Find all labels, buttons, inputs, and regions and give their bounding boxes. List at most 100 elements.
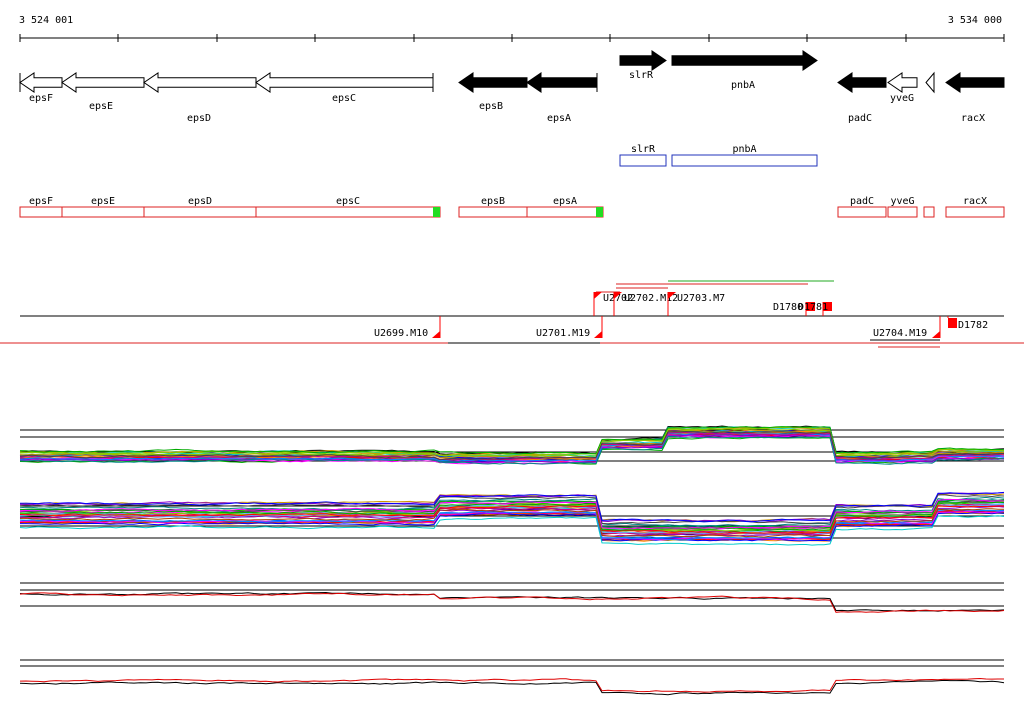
gene-slrR-arrow[interactable]: slrR: [619, 50, 667, 81]
expression-profile-line: [19, 508, 1005, 538]
ruler-end-label: 3 534 000: [948, 15, 1002, 26]
gene-arrow-shape[interactable]: [526, 72, 598, 93]
gene-label: slrR: [629, 70, 654, 81]
minus-strand-box-track: epsF epsE epsD epsC epsB epsA padC yveG racX: [19, 196, 1005, 218]
gene-label: epsF: [29, 93, 53, 104]
segment-D1780[interactable]: D1780: [773, 302, 815, 316]
gene-arrow-shape[interactable]: [619, 50, 667, 71]
minus-box-epsA[interactable]: epsA: [526, 196, 604, 218]
gene-arrow-shape[interactable]: [61, 72, 145, 93]
expression-profile-line: [19, 434, 1005, 462]
expression-profile-line: [19, 505, 1005, 534]
expression-profile-line: [19, 677, 1004, 693]
minus-box-label: epsE: [91, 196, 115, 207]
minus-box-rect[interactable]: [837, 206, 887, 218]
segment-D1782[interactable]: D1782: [947, 316, 988, 331]
gene-arrow-shape[interactable]: [458, 72, 528, 93]
segment-label: U2702: [603, 293, 633, 304]
minus-box-rect[interactable]: [19, 206, 63, 218]
minus-box-padC[interactable]: padC: [837, 196, 887, 218]
gene-epsD-arrow[interactable]: epsD: [143, 72, 257, 124]
minus-box-label: epsC: [336, 196, 360, 207]
expression-profile-line: [19, 515, 1005, 546]
expression-profile-line: [20, 426, 1005, 456]
segment-flag: [594, 331, 602, 338]
expression-profile-line: [19, 426, 1005, 457]
minus-box-rect[interactable]: [526, 206, 604, 218]
gene-label: epsE: [89, 101, 113, 112]
minus-box-rect[interactable]: [923, 206, 935, 218]
segment-flag: [614, 292, 622, 299]
segment-U2704.M19[interactable]: U2704.M19: [873, 316, 941, 339]
minus-box-epsF[interactable]: epsF: [19, 196, 63, 218]
gene-arrow-shape[interactable]: [19, 72, 63, 93]
minus-box-epsB[interactable]: epsB: [458, 196, 528, 218]
minus-box-epsD[interactable]: epsD: [143, 196, 257, 218]
minus-box-racX[interactable]: racX: [945, 196, 1005, 218]
expression-profile-line: [19, 426, 1005, 455]
expression-profile-line: [19, 592, 1005, 613]
ruler-ticks: [19, 34, 1005, 42]
minus-box-rect[interactable]: [255, 206, 441, 218]
minus-box-rect[interactable]: [61, 206, 145, 218]
minus-box-yveG[interactable]: yveG: [887, 196, 918, 218]
segment-label: D1781: [798, 302, 828, 313]
green-terminator-mark: [596, 207, 603, 217]
expression-profile-line: [20, 512, 1005, 542]
plus-strand-box-track: slrR pnbA: [619, 144, 818, 167]
gene-label: epsB: [479, 101, 503, 112]
gene-yveG-arrow[interactable]: yveG: [887, 72, 918, 104]
plus-box-rect[interactable]: [671, 154, 818, 167]
gene-epsE-arrow[interactable]: epsE: [61, 72, 145, 112]
plus-box-pnbA[interactable]: pnbA: [671, 144, 818, 167]
minus-box-unnamed[interactable]: [923, 206, 935, 218]
segment-U2699.M10[interactable]: U2699.M10: [374, 316, 441, 339]
segment-U2701.M19[interactable]: U2701.M19: [536, 316, 603, 339]
gene-padC-arrow[interactable]: padC: [837, 72, 887, 124]
expression-profile-line: [19, 431, 1005, 461]
expression-profile-line: [19, 432, 1005, 462]
gene-label: yveG: [890, 93, 914, 104]
segment-U2703.M7[interactable]: U2703.M7: [667, 292, 725, 316]
segment-flag: [823, 302, 832, 311]
minus-box-rect[interactable]: [143, 206, 257, 218]
gene-arrow-shape[interactable]: [837, 72, 887, 93]
gene-arrow-shape[interactable]: [945, 72, 1005, 93]
minus-box-rect[interactable]: [887, 206, 918, 218]
minus-box-label: epsB: [481, 196, 505, 207]
gene-racX-arrow[interactable]: racX: [945, 72, 1005, 124]
gene-arrow-shape[interactable]: [143, 72, 257, 93]
plus-box-label: slrR: [631, 144, 656, 155]
gene-unnamed-arrow[interactable]: [925, 71, 935, 94]
segment-label: D1780: [773, 302, 803, 313]
minus-box-rect[interactable]: [458, 206, 528, 218]
expression-profile-line: [19, 508, 1005, 541]
segment-flag: [806, 302, 815, 311]
plus-box-slrR[interactable]: slrR: [619, 144, 667, 167]
minus-box-label: epsA: [553, 196, 577, 207]
minus-box-epsC[interactable]: epsC: [255, 196, 441, 218]
gene-arrow-shape[interactable]: [671, 50, 818, 71]
minus-box-rect[interactable]: [945, 206, 1005, 218]
gene-epsA-arrow[interactable]: epsA: [526, 72, 598, 124]
gene-label: epsC: [332, 93, 356, 104]
gene-epsC-arrow[interactable]: epsC: [255, 72, 434, 104]
expression-profile-line: [19, 492, 1005, 523]
ruler-start-label: 3 524 001: [19, 15, 73, 26]
gene-arrow-shape[interactable]: [255, 72, 434, 93]
ruler: 3 524 001 3 534 000: [19, 15, 1005, 42]
segment-U2702.M12[interactable]: U2702.M12: [613, 292, 678, 316]
gene-epsB-arrow[interactable]: epsB: [458, 72, 528, 112]
segment-flag: [594, 292, 602, 299]
gene-arrow-shape[interactable]: [925, 71, 935, 94]
plus-box-rect[interactable]: [619, 154, 667, 167]
gene-arrow-shape[interactable]: [887, 72, 918, 93]
expression-track-3: [19, 582, 1005, 613]
expression-profile-line: [19, 428, 1005, 458]
minus-box-epsE[interactable]: epsE: [61, 196, 145, 218]
segment-D1781[interactable]: D1781: [798, 302, 832, 316]
gene-pnbA-arrow[interactable]: pnbA: [671, 50, 818, 91]
gene-epsF-arrow[interactable]: epsF: [19, 72, 63, 104]
segment-U2702[interactable]: U2702: [593, 292, 633, 316]
